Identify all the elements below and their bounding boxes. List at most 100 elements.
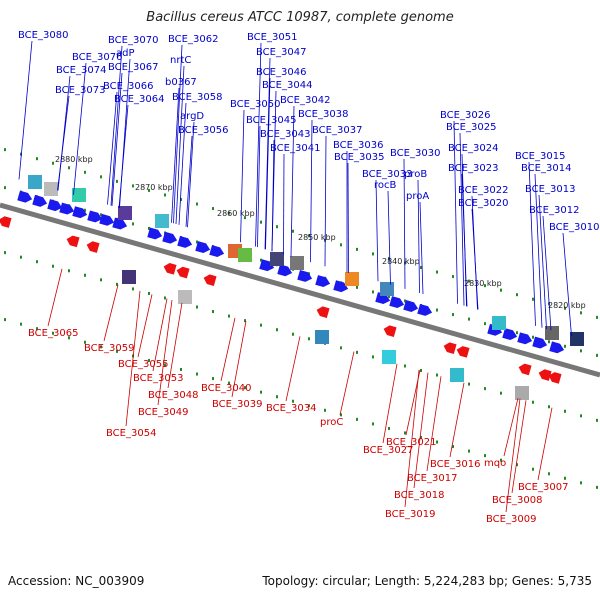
reverse-gene-arrow [163,263,177,275]
forward-leader-line [453,120,458,304]
reverse-leader-line [382,363,398,444]
feature-box [238,248,252,262]
tick-dot [132,222,134,226]
forward-gene-label: BCE_3010 [549,222,599,233]
forward-gene-label: rocB [374,180,397,191]
tick-dot [68,166,70,170]
reverse-gene-label: BCE_3039 [212,399,262,410]
tick-dot [212,207,214,211]
tick-dot [452,445,454,449]
tick-dot [580,311,582,315]
forward-gene-label: proB [404,169,427,180]
reverse-gene-label: BCE_3054 [106,428,156,439]
tick-dot [404,431,406,435]
forward-gene-arrow [389,296,405,308]
tick-dot [532,297,534,301]
tick-dot [404,299,406,303]
tick-dot [36,260,38,264]
tick-dot [564,306,566,310]
forward-gene-label: BCE_3074 [56,65,106,76]
tick-dot [388,426,390,430]
tick-dot [36,157,38,161]
feature-box [315,330,329,344]
tick-dot [436,440,438,444]
forward-leader-line [240,109,245,243]
tick-dot [500,458,502,462]
tick-dot [484,387,486,391]
tick-dot [196,202,198,206]
forward-gene-label: BCE_3015 [515,151,565,162]
forward-leader-line [255,42,262,247]
tick-dot [52,161,54,165]
tick-dot [420,266,422,269]
forward-leader-line [111,72,123,206]
tick-dot [532,467,534,471]
forward-leader-line [534,173,543,328]
forward-gene-arrow [32,194,48,207]
reverse-gene-arrow [86,241,100,253]
tick-dot [180,198,182,201]
forward-gene-arrow [59,202,75,215]
forward-leader-line [264,57,271,250]
forward-gene-label: BCE_3013 [525,184,575,195]
tick-dot [196,240,198,244]
reverse-gene-label: BCE_3048 [148,390,198,401]
forward-gene-label: BCE_3064 [114,94,164,105]
tick-dot [244,319,246,323]
reverse-gene-label: BCE_3059 [84,343,134,354]
forward-gene-arrow [502,328,518,340]
tick-dot [84,208,86,212]
tick-dot [564,409,566,413]
forward-gene-arrow [99,213,115,226]
forward-leader-line [107,91,118,205]
forward-gene-label: BCE_3041 [270,143,320,154]
forward-leader-line [110,45,123,206]
forward-gene-label: BCE_3026 [440,110,490,121]
tick-dot [100,213,102,217]
tick-dot [340,346,342,350]
feature-box [28,175,42,189]
forward-gene-label: BCE_3050 [230,99,280,110]
reverse-gene-label: proC [320,417,343,428]
tick-dot [148,226,150,230]
reverse-gene-label: mqo [484,458,506,469]
tick-dot [148,291,150,295]
forward-gene-arrow [112,217,128,230]
forward-gene-label: BCE_3073 [55,85,105,96]
tick-dot [468,317,470,321]
forward-gene-label: b0367 [165,77,197,88]
feature-box [44,182,58,196]
forward-gene-arrow [549,341,565,354]
tick-dot [196,305,198,309]
reverse-leader-line [413,372,429,489]
tick-dot [196,372,198,376]
tick-dot [484,284,486,288]
forward-leader-line [375,179,379,282]
forward-gene-label: BCE_3033 [362,169,412,180]
reverse-gene-label: BCE_3053 [133,373,183,384]
forward-leader-line [257,125,261,248]
forward-leader-line [118,104,129,208]
forward-leader-line [459,132,465,306]
tick-dot [372,252,374,256]
tick-dot [548,340,550,344]
reverse-gene-label: BCE_3049 [138,407,188,418]
reverse-gene-arrow [456,346,470,358]
forward-gene-label: BCE_3037 [312,125,362,136]
tick-dot [52,264,54,268]
feature-box [380,282,394,296]
forward-leader-line [271,139,275,252]
kbp-tick-label: 2880 kbp [55,155,93,164]
feature-box [345,272,359,286]
forward-leader-line [73,62,87,195]
forward-leader-line [18,40,33,180]
tick-dot [68,269,70,273]
tick-dot [180,368,182,371]
forward-leader-line [310,119,313,263]
tick-dot [548,472,550,476]
tick-dot [308,337,310,341]
tick-dot [84,340,86,344]
tick-dot [468,449,470,453]
tick-dot [340,413,342,417]
tick-dot [356,350,358,354]
